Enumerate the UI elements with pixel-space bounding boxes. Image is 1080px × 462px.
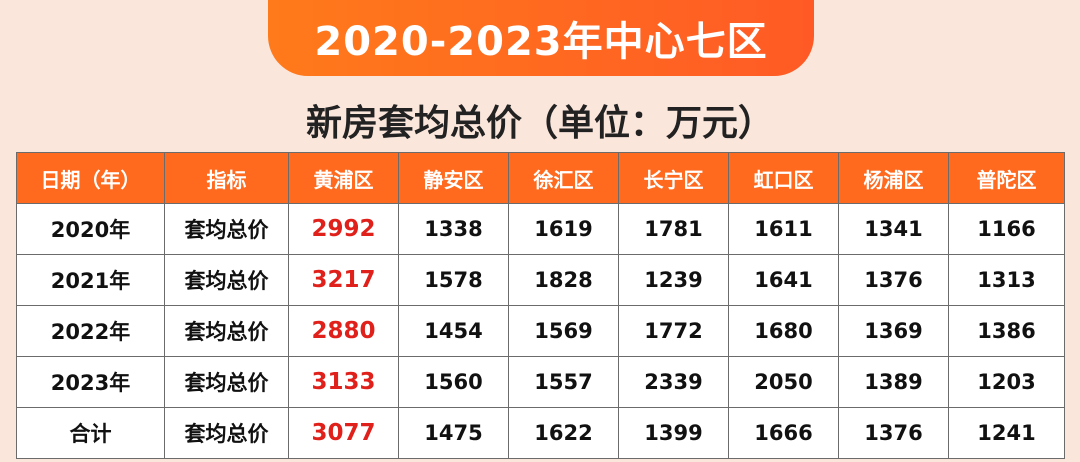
cell-hongkou: 1611 bbox=[728, 203, 839, 255]
row-metric: 套均总价 bbox=[164, 407, 289, 459]
price-table: 日期（年） 指标 黄浦区 静安区 徐汇区 长宁区 虹口区 杨浦区 普陀区 202… bbox=[16, 152, 1065, 459]
cell-huangpu: 2880 bbox=[288, 305, 399, 357]
cell-changning: 1399 bbox=[618, 407, 729, 459]
row-metric: 套均总价 bbox=[164, 356, 289, 408]
row-year: 2020年 bbox=[16, 203, 165, 255]
row-metric: 套均总价 bbox=[164, 305, 289, 357]
cell-xuhui: 1569 bbox=[508, 305, 619, 357]
table-row-total: 合计 套均总价 3077 1475 1622 1399 1666 1376 12… bbox=[16, 407, 1065, 459]
cell-xuhui: 1619 bbox=[508, 203, 619, 255]
cell-hongkou: 1641 bbox=[728, 254, 839, 306]
row-metric: 套均总价 bbox=[164, 254, 289, 306]
cell-xuhui: 1828 bbox=[508, 254, 619, 306]
title-banner: 2020-2023年中心七区 bbox=[268, 0, 814, 76]
header-metric: 指标 bbox=[164, 152, 289, 204]
table-row: 2020年 套均总价 2992 1338 1619 1781 1611 1341… bbox=[16, 203, 1065, 255]
table-row: 2023年 套均总价 3133 1560 1557 2339 2050 1389… bbox=[16, 356, 1065, 408]
cell-xuhui: 1557 bbox=[508, 356, 619, 408]
header-xuhui: 徐汇区 bbox=[508, 152, 619, 204]
cell-huangpu: 2992 bbox=[288, 203, 399, 255]
cell-yangpu: 1376 bbox=[838, 254, 949, 306]
cell-putuo: 1386 bbox=[948, 305, 1065, 357]
cell-hongkou: 2050 bbox=[728, 356, 839, 408]
cell-jingan: 1454 bbox=[398, 305, 509, 357]
table-subtitle: 新房套均总价（单位：万元） bbox=[305, 103, 774, 144]
cell-xuhui: 1622 bbox=[508, 407, 619, 459]
header-putuo: 普陀区 bbox=[948, 152, 1065, 204]
cell-putuo: 1166 bbox=[948, 203, 1065, 255]
row-year: 2021年 bbox=[16, 254, 165, 306]
cell-huangpu: 3217 bbox=[288, 254, 399, 306]
cell-huangpu: 3077 bbox=[288, 407, 399, 459]
cell-changning: 1772 bbox=[618, 305, 729, 357]
row-year: 2023年 bbox=[16, 356, 165, 408]
header-hongkou: 虹口区 bbox=[728, 152, 839, 204]
header-yangpu: 杨浦区 bbox=[838, 152, 949, 204]
row-year: 2022年 bbox=[16, 305, 165, 357]
cell-jingan: 1475 bbox=[398, 407, 509, 459]
cell-jingan: 1560 bbox=[398, 356, 509, 408]
cell-putuo: 1313 bbox=[948, 254, 1065, 306]
cell-changning: 2339 bbox=[618, 356, 729, 408]
table-row: 2022年 套均总价 2880 1454 1569 1772 1680 1369… bbox=[16, 305, 1065, 357]
cell-jingan: 1338 bbox=[398, 203, 509, 255]
cell-yangpu: 1389 bbox=[838, 356, 949, 408]
cell-yangpu: 1376 bbox=[838, 407, 949, 459]
cell-hongkou: 1680 bbox=[728, 305, 839, 357]
cell-yangpu: 1341 bbox=[838, 203, 949, 255]
table-row: 2021年 套均总价 3217 1578 1828 1239 1641 1376… bbox=[16, 254, 1065, 306]
header-date: 日期（年） bbox=[16, 152, 165, 204]
cell-huangpu: 3133 bbox=[288, 356, 399, 408]
cell-hongkou: 1666 bbox=[728, 407, 839, 459]
header-jingan: 静安区 bbox=[398, 152, 509, 204]
page-title: 2020-2023年中心七区 bbox=[314, 19, 768, 65]
table-header-row: 日期（年） 指标 黄浦区 静安区 徐汇区 长宁区 虹口区 杨浦区 普陀区 bbox=[16, 152, 1065, 204]
cell-yangpu: 1369 bbox=[838, 305, 949, 357]
header-huangpu: 黄浦区 bbox=[288, 152, 399, 204]
header-changning: 长宁区 bbox=[618, 152, 729, 204]
row-year: 合计 bbox=[16, 407, 165, 459]
cell-changning: 1239 bbox=[618, 254, 729, 306]
cell-changning: 1781 bbox=[618, 203, 729, 255]
row-metric: 套均总价 bbox=[164, 203, 289, 255]
cell-putuo: 1241 bbox=[948, 407, 1065, 459]
cell-jingan: 1578 bbox=[398, 254, 509, 306]
cell-putuo: 1203 bbox=[948, 356, 1065, 408]
